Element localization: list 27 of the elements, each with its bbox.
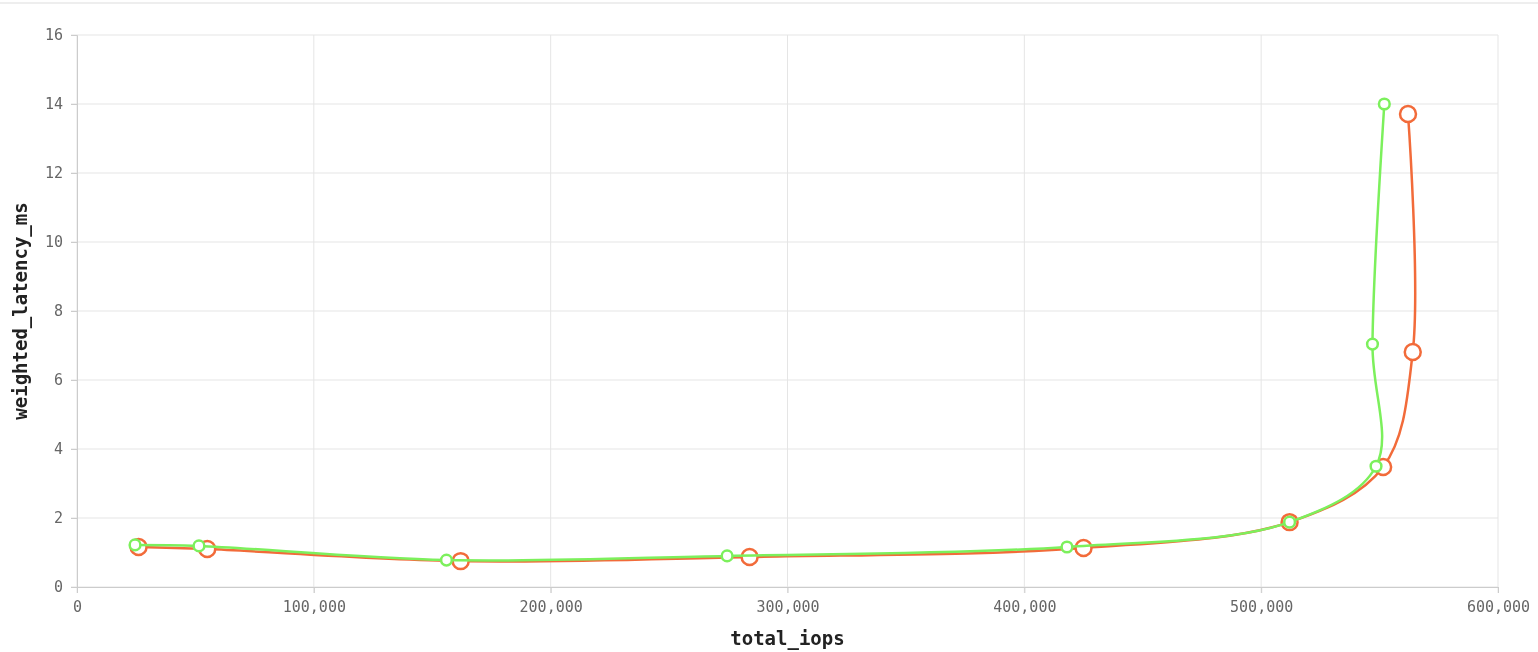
point — [1377, 97, 1391, 111]
y-tick-label: 0 — [53, 578, 63, 597]
x-tick-label: 0 — [72, 597, 83, 616]
y-tick-label: 16 — [44, 26, 63, 45]
y-tick-label: 12 — [44, 164, 63, 183]
point — [1369, 459, 1383, 473]
point — [1403, 342, 1422, 362]
x-tick-label: 400,000 — [993, 597, 1057, 616]
y-axis-title: weighted_latency_ms — [9, 202, 32, 420]
point — [1398, 104, 1418, 124]
x-tick-label: 500,000 — [1230, 597, 1294, 616]
point — [1365, 337, 1380, 351]
x-axis-title: total_iops — [730, 627, 845, 650]
y-tick-label: 8 — [53, 302, 63, 321]
y-tick-label: 4 — [53, 440, 63, 459]
x-tick-label: 200,000 — [519, 597, 583, 616]
point — [192, 539, 206, 553]
point — [720, 549, 734, 563]
x-tick-label: 600,000 — [1466, 597, 1531, 616]
y-tick-label: 6 — [53, 371, 63, 390]
x-tick-label: 100,000 — [282, 597, 346, 616]
point — [1060, 540, 1074, 554]
y-tick-label: 10 — [44, 233, 63, 252]
y-tick-label: 2 — [53, 509, 63, 528]
point — [439, 553, 454, 567]
x-tick-label: 300,000 — [756, 597, 820, 616]
y-tick-label: 14 — [44, 95, 63, 114]
